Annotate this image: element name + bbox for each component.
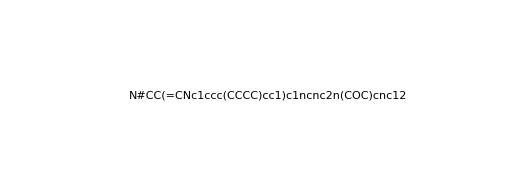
Text: N#CC(=CNc1ccc(CCCC)cc1)c1ncnc2n(COC)cnc12: N#CC(=CNc1ccc(CCCC)cc1)c1ncnc2n(COC)cnc1… (129, 91, 407, 100)
